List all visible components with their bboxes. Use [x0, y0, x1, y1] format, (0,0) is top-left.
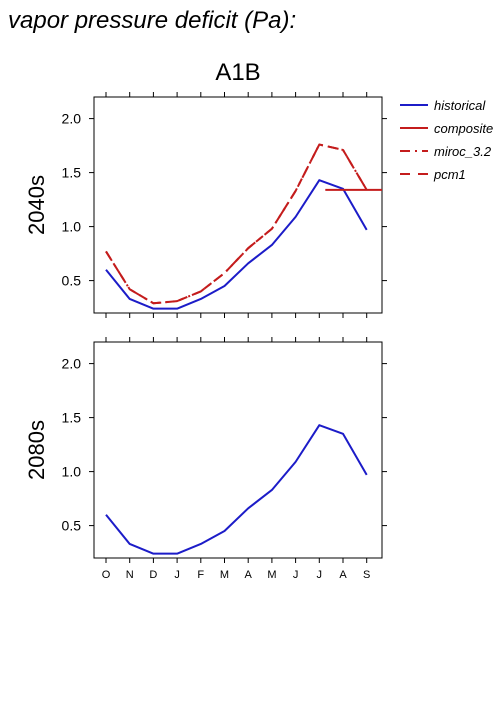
series-miroc-3-2-line	[105, 143, 368, 305]
y-tick-label: 1.5	[62, 410, 82, 426]
legend-label: pcm1	[433, 167, 466, 182]
panel-label: 2080s	[24, 420, 49, 480]
x-tick-label: J	[293, 569, 299, 581]
x-tick-label: N	[126, 569, 134, 581]
y-tick-label: 0.5	[62, 518, 82, 534]
series-historical-line	[105, 179, 368, 310]
x-tick-label: D	[149, 569, 157, 581]
x-tick-label: S	[363, 569, 370, 581]
scenario-title: A1B	[215, 59, 260, 86]
x-tick-label: J	[317, 569, 323, 581]
x-tick-label: A	[245, 569, 253, 581]
x-tick-label: F	[197, 569, 204, 581]
x-tick-label: M	[267, 569, 276, 581]
series-pcm1-line	[105, 143, 368, 305]
x-tick-label: O	[102, 569, 111, 581]
panel-2080s: 0.5 1.0 1.5 2.0 O N D J F M A M J J A S 2080s	[24, 337, 387, 581]
x-tick-label: A	[339, 569, 347, 581]
y-tick-label: 0.5	[62, 273, 82, 289]
legend-label: miroc_3.2	[434, 144, 492, 159]
x-tick-label: M	[220, 569, 229, 581]
legend-label: historical	[434, 98, 486, 113]
plot-frame	[93, 96, 383, 314]
panel-2040s: 0.5 1.0 1.5 2.0 2040s	[24, 92, 387, 318]
figure-title: vapor pressure deficit (Pa):	[8, 7, 296, 34]
y-tick-label: 1.0	[62, 219, 82, 235]
y-tick-label: 2.0	[62, 111, 82, 127]
y-tick-label: 1.5	[62, 165, 82, 181]
y-tick-label: 2.0	[62, 356, 82, 372]
panel-label: 2040s	[24, 175, 49, 235]
series-historical-line	[105, 424, 368, 555]
x-tick-label: J	[174, 569, 180, 581]
legend: historical composite miroc_3.2 pcm1	[400, 98, 493, 182]
legend-label: composite	[434, 121, 493, 136]
y-tick-label: 1.0	[62, 464, 82, 480]
plot-frame	[93, 341, 383, 559]
